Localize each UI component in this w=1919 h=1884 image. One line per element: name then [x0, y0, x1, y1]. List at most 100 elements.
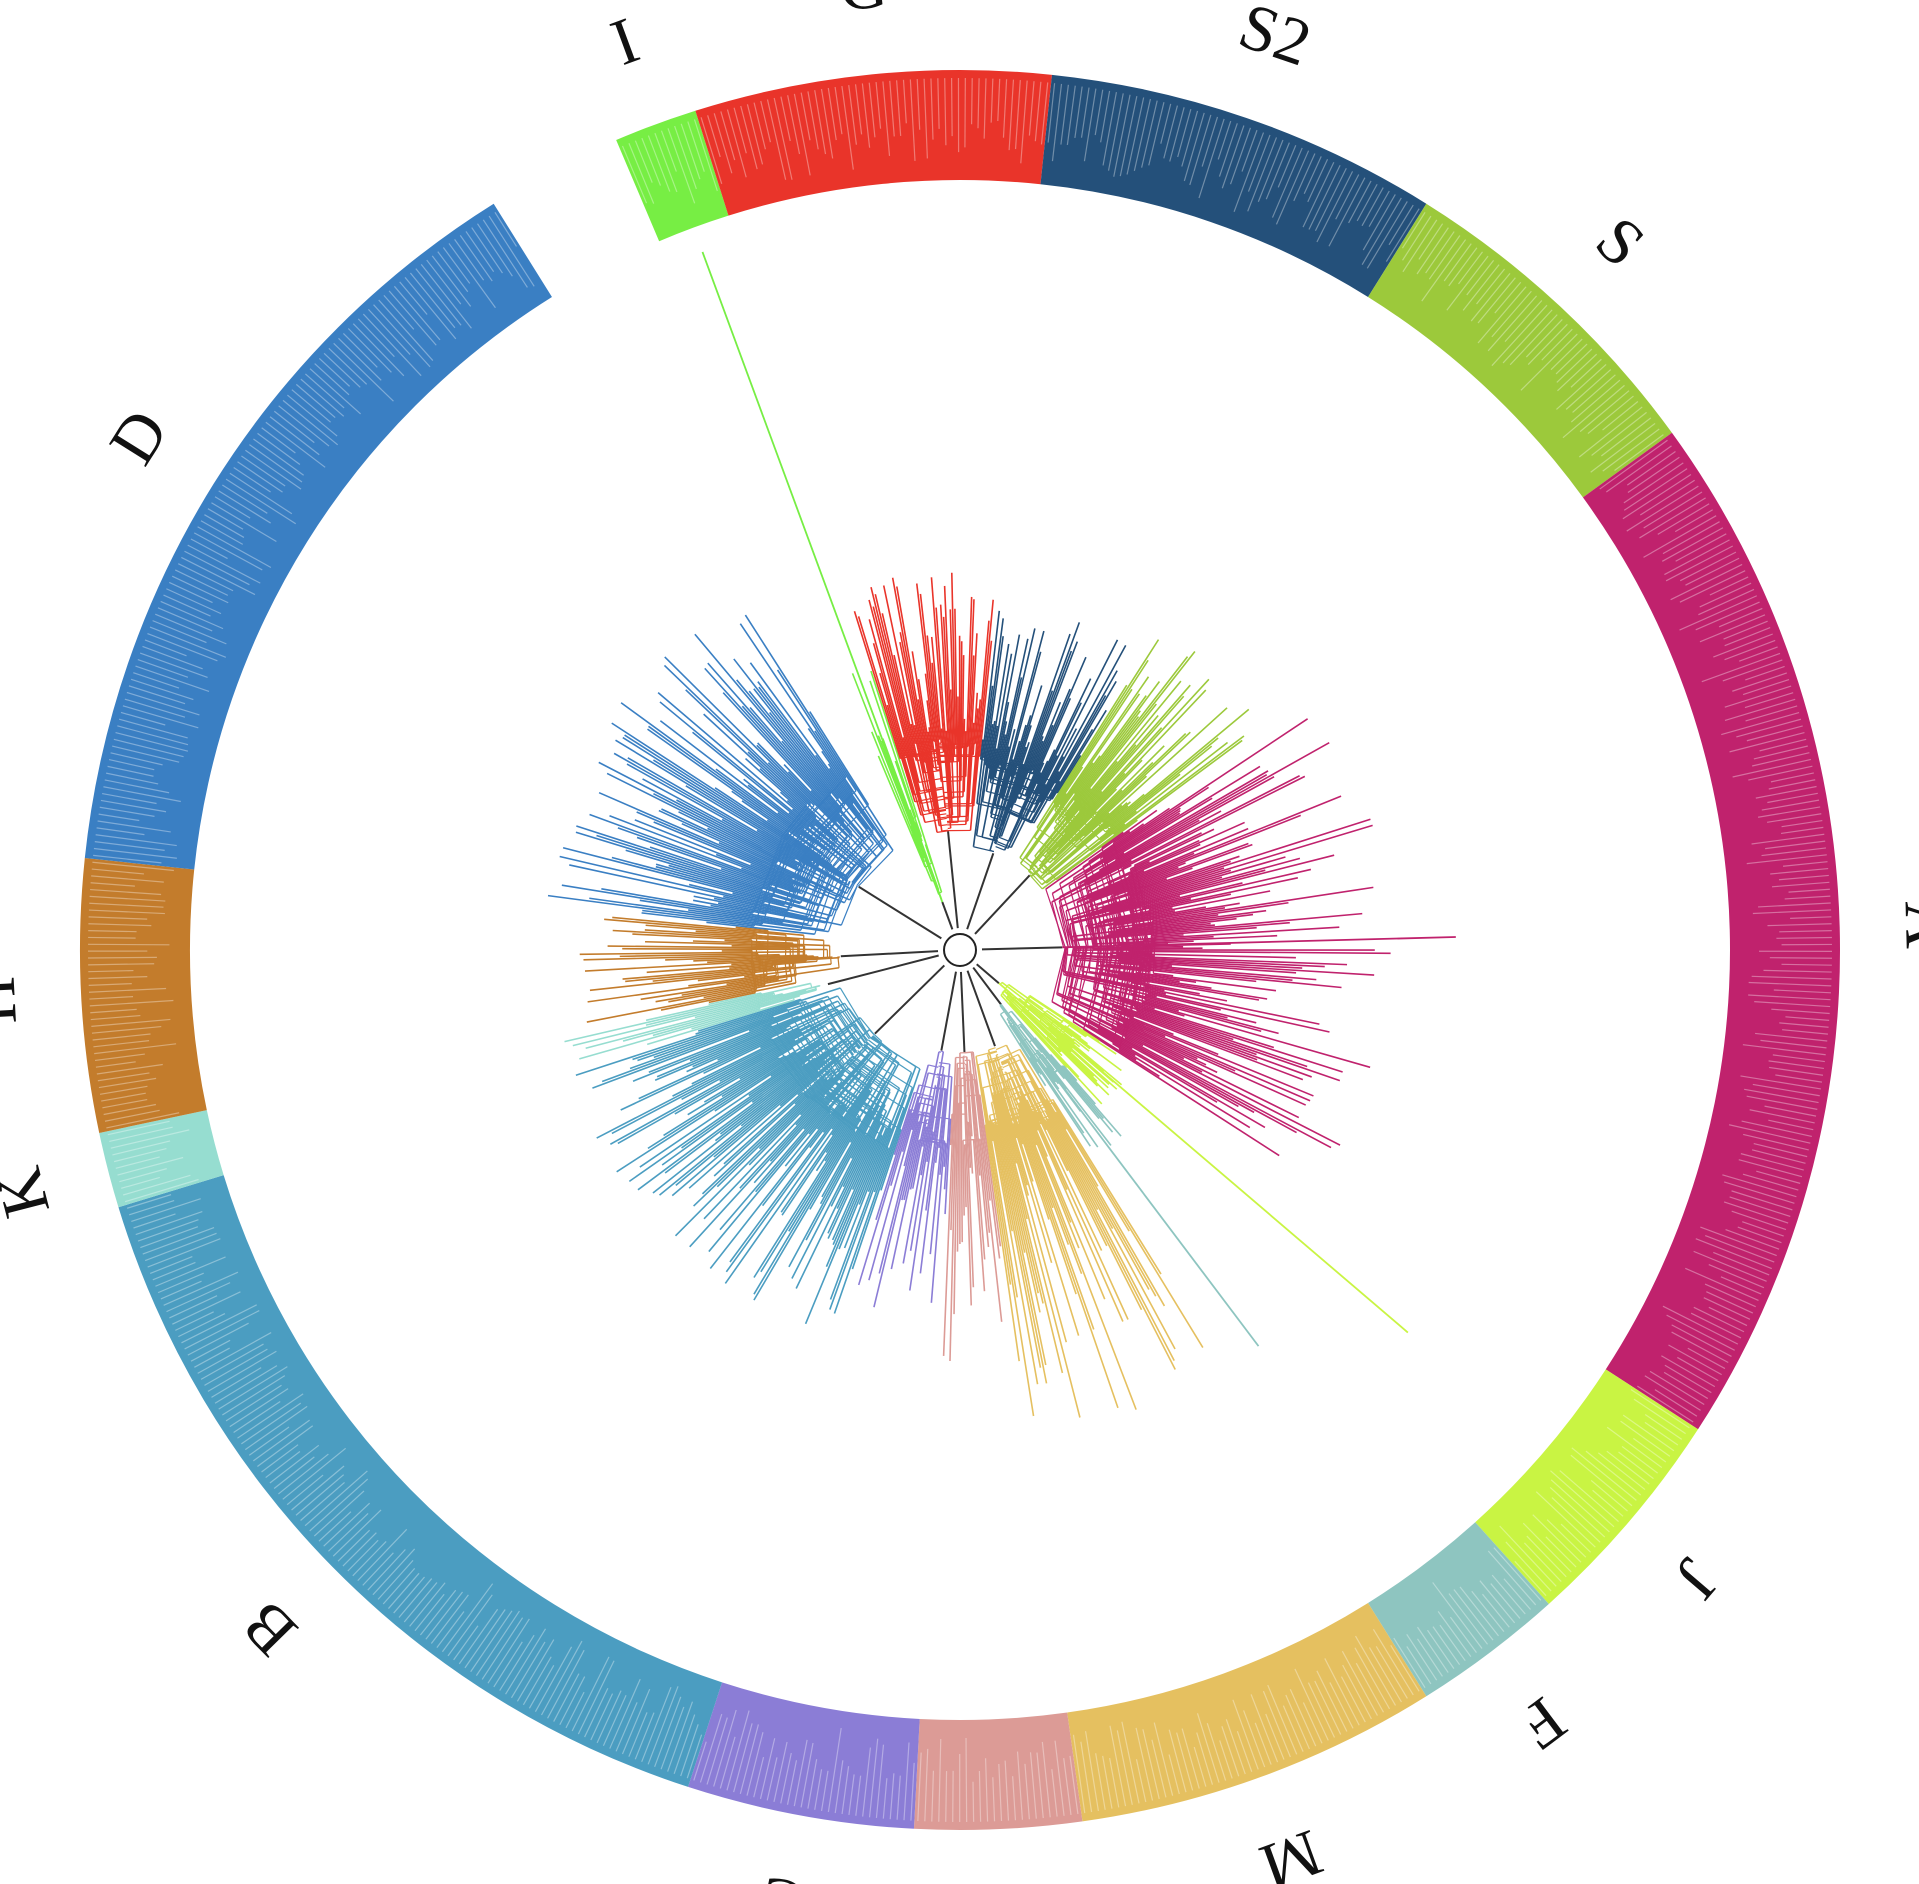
tip-label-texture [175, 1311, 214, 1331]
branch-s [1044, 727, 1163, 857]
branch-s2 [1000, 622, 1081, 837]
branch-link-d [794, 798, 839, 848]
tip-label-texture [99, 1085, 148, 1095]
branch-k [585, 989, 807, 1050]
branch-d [692, 899, 766, 915]
branch-m [1044, 1110, 1099, 1210]
clade-label-f: F [1506, 1683, 1579, 1763]
tip-label-texture [1771, 881, 1830, 888]
tip-label-texture [442, 247, 471, 284]
tip-label-texture [1739, 646, 1778, 662]
branch-link-d [843, 883, 855, 904]
branch-c [857, 1084, 920, 1286]
branch-s [1029, 714, 1159, 868]
branch-link-s2 [1010, 802, 1034, 814]
branch-link-d [812, 821, 845, 859]
branch-link-g [947, 821, 959, 824]
branch-g [962, 718, 966, 797]
branch-s2 [1024, 688, 1071, 796]
tip-label-texture [126, 691, 200, 716]
branch-s [1040, 801, 1131, 880]
tip-label-texture [1502, 309, 1553, 364]
branch-j [1053, 1019, 1122, 1072]
branch-link-j [1009, 997, 1017, 1005]
tip-label-texture [1443, 243, 1472, 282]
tip-label-texture [1665, 545, 1734, 582]
tip-label-texture [163, 1271, 239, 1306]
branch-link-s2 [1013, 794, 1036, 805]
branch-link-s2 [1014, 790, 1041, 803]
branch-i [851, 673, 921, 847]
tip-label-texture [1760, 1039, 1827, 1049]
clade-stem-s [974, 874, 1031, 935]
branch-link-g [940, 760, 951, 763]
branch-g [913, 724, 925, 774]
tip-label-texture [94, 1043, 177, 1055]
branch-s [1056, 789, 1123, 855]
branch-s [1039, 689, 1207, 866]
tip-label-texture [117, 725, 189, 746]
tip-label-texture [1535, 1491, 1596, 1548]
tip-label-texture [903, 1742, 910, 1821]
branch-link-d [782, 803, 811, 840]
branch-b [695, 987, 841, 1035]
tip-label-texture [680, 123, 701, 180]
tip-label-texture [1578, 406, 1643, 458]
branch-k [645, 982, 811, 1022]
tip-label-texture [540, 1640, 583, 1716]
branch-d [668, 864, 801, 905]
branch-c [943, 1076, 953, 1190]
tip-label-texture [190, 1339, 231, 1362]
tip-label-texture [1620, 1420, 1671, 1457]
tip-label-texture [1002, 79, 1008, 138]
tip-label-texture [1700, 1226, 1777, 1257]
branch-link-b [837, 1000, 867, 1044]
branch-i [914, 821, 923, 842]
branch-link-a [1110, 945, 1125, 1013]
tip-label-texture [398, 1578, 433, 1618]
branch-b [822, 1104, 845, 1133]
tip-label-texture [1606, 1450, 1650, 1485]
tip-label-texture [1708, 1263, 1765, 1289]
branch-d [759, 768, 839, 841]
branch-a [1153, 972, 1174, 977]
branch-g [868, 619, 926, 823]
tip-label-texture [273, 1456, 315, 1489]
tip-label-texture [654, 1696, 682, 1767]
branch-d [741, 705, 878, 858]
tip-label-texture [700, 117, 723, 184]
tip-label-texture [1556, 363, 1607, 410]
branch-a [1153, 934, 1184, 938]
branch-h [644, 929, 800, 941]
branch-d [723, 895, 788, 912]
tip-label-texture [1618, 1451, 1654, 1480]
branch-d [617, 827, 803, 895]
tip-label-texture [596, 1690, 622, 1744]
branch-d [661, 808, 777, 865]
tip-label-texture [841, 85, 854, 170]
branch-b [827, 1110, 888, 1239]
tip-label-texture [1744, 692, 1794, 709]
branch-d [717, 902, 813, 923]
branch-link-b [800, 999, 842, 1068]
tip-label-texture [693, 1741, 707, 1781]
tip-label-texture [253, 438, 304, 476]
branch-b [753, 1047, 874, 1184]
branch-h [612, 916, 804, 937]
branch-link-a [1056, 947, 1067, 995]
branch-a [1152, 886, 1374, 922]
tip-label-texture [1366, 201, 1408, 269]
tip-label-texture [117, 1156, 184, 1176]
tip-label-texture [1773, 989, 1831, 994]
branch-d [715, 853, 794, 886]
branch-s2 [993, 746, 1027, 844]
outlier-branch-i [701, 251, 944, 903]
branch-link-g [941, 829, 949, 832]
branch-b [725, 1106, 847, 1273]
tip-label-texture [1720, 1276, 1762, 1295]
tip-label-texture [1643, 491, 1703, 529]
branch-s2 [1027, 728, 1078, 821]
branch-d [757, 742, 863, 851]
branch-link-d [811, 870, 833, 922]
branch-h [583, 953, 780, 961]
